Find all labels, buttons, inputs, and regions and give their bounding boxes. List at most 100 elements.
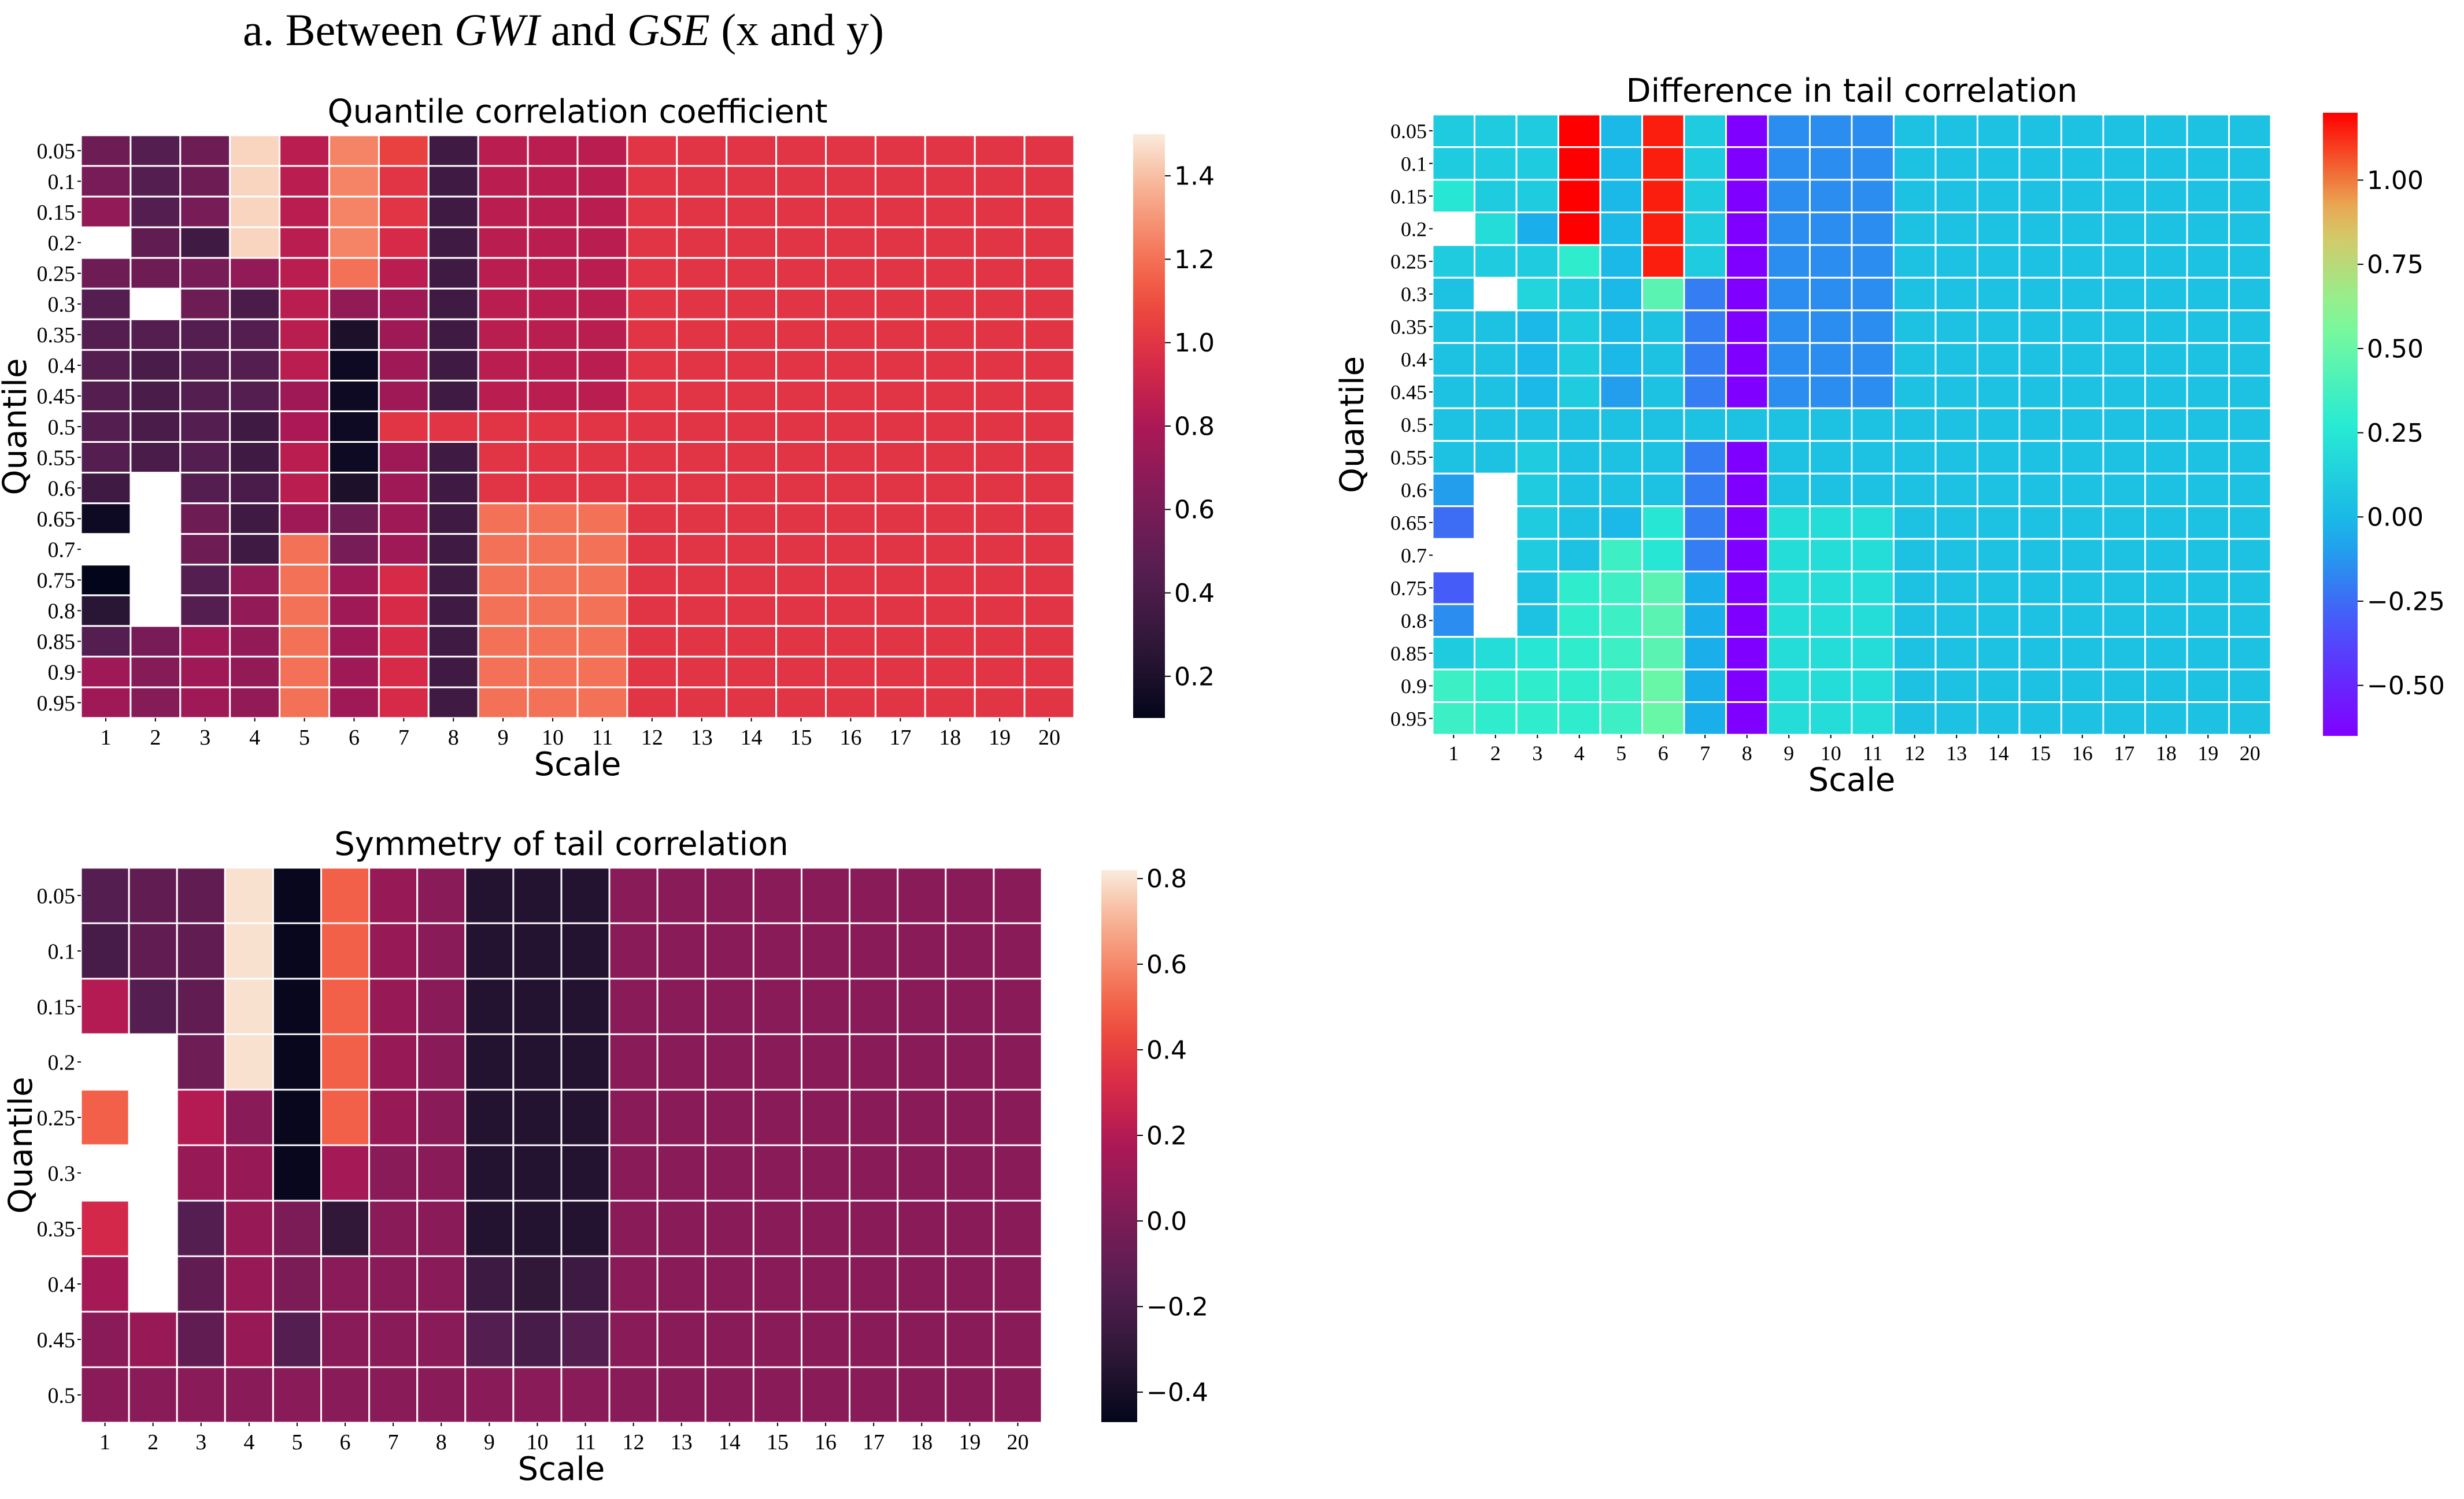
- heatmap-cell: [279, 656, 331, 689]
- heatmap-cell: [726, 594, 778, 627]
- x-tick-label: 14: [1988, 742, 2009, 765]
- heatmap-cell: [527, 502, 579, 535]
- x-tick-label: 19: [959, 1430, 981, 1454]
- heatmap-cell: [1977, 276, 2021, 312]
- heatmap-cell: [2018, 146, 2062, 181]
- x-tick-label: 4: [243, 1430, 254, 1454]
- heatmap-cell: [1893, 538, 1937, 573]
- heatmap-cell: [1893, 636, 1937, 671]
- heatmap-cell: [1557, 505, 1601, 540]
- colorbar-tick-label: 0.4: [1146, 1035, 1187, 1065]
- heatmap-cell: [320, 1144, 371, 1202]
- heatmap-cell: [1977, 571, 2021, 605]
- heatmap-cell: [897, 1311, 947, 1368]
- heatmap-cell: [527, 226, 579, 259]
- colorbar-tick-label: 0.25: [2367, 419, 2424, 448]
- heatmap-cell: [416, 1033, 467, 1091]
- heatmap-cell: [752, 1366, 803, 1424]
- heatmap-cell: [229, 686, 281, 719]
- heatmap-cell: [897, 1033, 947, 1091]
- heatmap-cell: [1934, 211, 1978, 246]
- y-tick-label: 0.65: [37, 507, 76, 531]
- heatmap-cell: [1977, 407, 2021, 442]
- heatmap-cell: [775, 287, 827, 320]
- heatmap-cell: [1023, 410, 1075, 443]
- heatmap-cell: [608, 867, 658, 924]
- heatmap-cell: [752, 922, 803, 980]
- heatmap-cell: [2186, 244, 2230, 279]
- heatmap-cell: [726, 195, 778, 228]
- heatmap-cell: [704, 1200, 754, 1257]
- x-tick-label: 10: [542, 726, 564, 750]
- heatmap-cell: [427, 472, 479, 505]
- heatmap-cell: [1641, 244, 1685, 279]
- heatmap-cell: [328, 625, 380, 658]
- heatmap-cell: [1851, 179, 1895, 213]
- heatmap-cell: [477, 165, 529, 198]
- heatmap-cell: [1431, 571, 1475, 605]
- heatmap-cell: [676, 226, 728, 259]
- heatmap-cell: [576, 134, 628, 167]
- heatmap-cell: [676, 195, 728, 228]
- heatmap-cell: [2060, 179, 2104, 213]
- heatmap-cell: [80, 134, 132, 167]
- heatmap-cell: [825, 502, 876, 535]
- heatmap-cell: [80, 625, 132, 658]
- y-tick-label: 0.45: [37, 384, 76, 409]
- heatmap-cell: [1474, 146, 1518, 181]
- heatmap-cell: [726, 656, 778, 689]
- heatmap-cell: [1023, 686, 1075, 719]
- heatmap-cell: [1893, 179, 1937, 213]
- x-tick-label: 2: [150, 726, 161, 750]
- colorbar-tick-label: 0.8: [1174, 412, 1215, 441]
- heatmap-cell: [176, 1311, 226, 1368]
- heatmap-cell: [512, 978, 563, 1035]
- y-tick-label: 0.1: [48, 170, 76, 194]
- heatmap-cell: [1557, 668, 1601, 704]
- heatmap-cell: [1557, 309, 1601, 344]
- heatmap-cell: [825, 318, 876, 351]
- y-tick-label: 0.3: [48, 293, 76, 317]
- heatmap-cell: [130, 226, 182, 259]
- heatmap-cell: [2102, 440, 2146, 475]
- heatmap-cell: [416, 922, 467, 980]
- heatmap-cell: [229, 226, 281, 259]
- heatmap-cell: [80, 867, 130, 924]
- x-tick-label: 18: [939, 726, 961, 750]
- heatmap-cell: [945, 1200, 995, 1257]
- heatmap-cell: [801, 1200, 851, 1257]
- heatmap-cell: [2144, 636, 2188, 671]
- heatmap-cell: [272, 1089, 322, 1146]
- heatmap-cell: [2144, 276, 2188, 312]
- heatmap-cell: [1599, 505, 1643, 540]
- heatmap-cell: [874, 134, 926, 167]
- heatmap-cell: [704, 1089, 754, 1146]
- heatmap-cell: [1851, 472, 1895, 508]
- heatmap-cell: [2144, 440, 2188, 475]
- heatmap-cell: [477, 257, 529, 290]
- heatmap-cell: [626, 349, 678, 382]
- heatmap-cell: [1641, 309, 1685, 344]
- heatmap-cell: [924, 625, 976, 658]
- heatmap-cell: [1023, 441, 1075, 474]
- x-tick-label: 5: [1616, 742, 1626, 765]
- colorbar-tick-label: 0.75: [2367, 250, 2424, 280]
- heatmap-cell: [80, 1366, 130, 1424]
- heatmap-cell: [775, 379, 827, 412]
- heatmap-cell: [527, 625, 579, 658]
- heatmap-cell: [704, 1144, 754, 1202]
- heatmap-cell: [1809, 211, 1853, 246]
- x-tick-label: 12: [1904, 742, 1925, 765]
- heatmap-cell: [1599, 276, 1643, 312]
- heatmap-cell: [676, 257, 728, 290]
- heatmap-cell: [130, 349, 182, 382]
- heatmap-cell: [2060, 603, 2104, 638]
- heatmap-cell: [1431, 603, 1475, 638]
- colorbar-tick-label: 0.2: [1174, 662, 1215, 691]
- heatmap-cell: [576, 656, 628, 689]
- heatmap-cell: [974, 502, 1026, 535]
- heatmap-cell: [477, 318, 529, 351]
- heatmap-cell: [464, 1089, 515, 1146]
- heatmap-cell: [924, 472, 976, 505]
- heatmap-cell: [272, 1255, 322, 1313]
